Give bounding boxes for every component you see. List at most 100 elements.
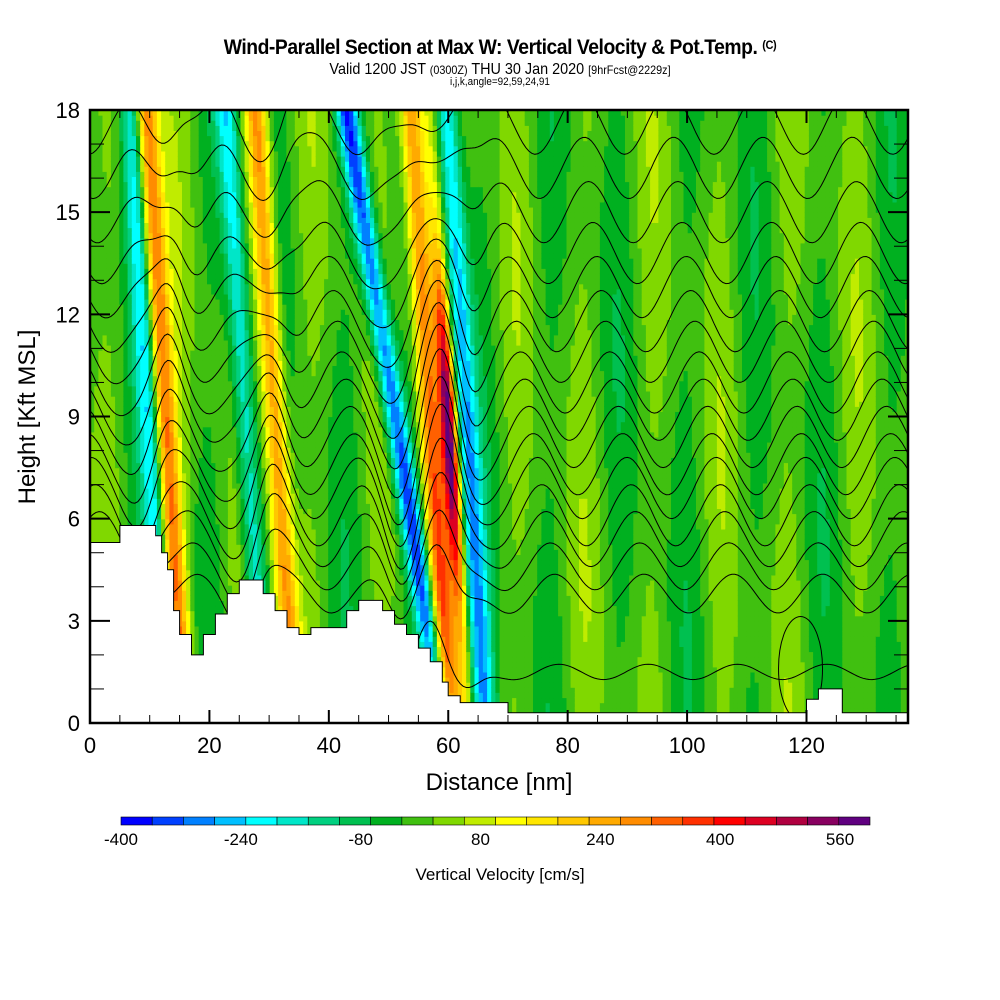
field-cell bbox=[94, 360, 99, 366]
field-cell bbox=[182, 620, 187, 627]
field-cell bbox=[140, 181, 145, 188]
field-cell bbox=[244, 513, 250, 520]
field-cell bbox=[253, 534, 258, 540]
field-cell bbox=[194, 130, 200, 137]
field-cell bbox=[202, 201, 208, 208]
field-cell bbox=[90, 258, 95, 264]
field-cell bbox=[144, 462, 150, 469]
field-cell bbox=[207, 528, 212, 535]
field-cell bbox=[248, 442, 254, 448]
field-cell bbox=[232, 237, 237, 244]
field-cell bbox=[244, 539, 250, 545]
field-cell bbox=[110, 156, 116, 162]
field-cell bbox=[198, 513, 204, 520]
field-cell bbox=[194, 186, 200, 193]
field-cell bbox=[110, 523, 116, 530]
field-cell bbox=[119, 283, 125, 290]
field-cell bbox=[123, 472, 129, 479]
field-cell bbox=[207, 283, 212, 290]
field-cell bbox=[219, 222, 225, 229]
field-cell bbox=[115, 196, 120, 203]
field-cell bbox=[110, 416, 116, 423]
field-cell bbox=[182, 518, 187, 525]
field-cell bbox=[182, 580, 187, 586]
field-cell bbox=[207, 442, 212, 448]
field-cell bbox=[131, 278, 137, 285]
field-cell bbox=[173, 156, 179, 162]
field-cell bbox=[90, 263, 95, 269]
field-cell bbox=[123, 304, 129, 310]
field-cell bbox=[248, 447, 254, 453]
field-cell bbox=[165, 457, 170, 464]
field-cell bbox=[173, 339, 179, 346]
field-cell bbox=[165, 222, 170, 229]
field-cell bbox=[227, 467, 233, 474]
field-cell bbox=[253, 166, 258, 172]
field-cell bbox=[219, 472, 225, 479]
field-cell bbox=[119, 268, 125, 275]
field-cell bbox=[236, 569, 242, 576]
field-cell bbox=[227, 329, 233, 336]
field-cell bbox=[236, 385, 242, 392]
field-cell bbox=[244, 207, 250, 213]
field-cell bbox=[106, 401, 112, 407]
field-cell bbox=[240, 426, 246, 433]
field-cell bbox=[119, 191, 125, 198]
field-cell bbox=[102, 161, 108, 167]
field-cell bbox=[136, 508, 141, 515]
field-cell bbox=[186, 115, 191, 121]
field-cell bbox=[115, 375, 120, 382]
field-cell bbox=[248, 135, 254, 142]
field-cell bbox=[106, 528, 112, 535]
field-cell bbox=[207, 130, 212, 137]
field-cell bbox=[219, 283, 225, 290]
field-cell bbox=[177, 564, 183, 571]
field-cell bbox=[261, 380, 267, 387]
field-cell bbox=[232, 580, 237, 586]
field-cell bbox=[198, 360, 204, 366]
field-cell bbox=[215, 293, 221, 300]
field-cell bbox=[156, 166, 162, 172]
field-cell bbox=[202, 391, 208, 397]
field-cell bbox=[248, 263, 254, 269]
field-cell bbox=[136, 380, 141, 387]
field-cell bbox=[202, 544, 208, 550]
field-cell bbox=[186, 360, 191, 366]
field-cell bbox=[248, 171, 254, 177]
field-cell bbox=[110, 472, 116, 479]
field-cell bbox=[240, 421, 246, 428]
field-cell bbox=[106, 145, 112, 152]
field-cell bbox=[207, 355, 212, 361]
field-cell bbox=[140, 207, 145, 213]
field-cell bbox=[177, 237, 183, 244]
field-cell bbox=[123, 227, 129, 234]
field-cell bbox=[136, 227, 141, 234]
field-cell bbox=[115, 273, 120, 280]
field-cell bbox=[110, 278, 116, 285]
field-cell bbox=[144, 442, 150, 448]
field-cell bbox=[148, 314, 154, 320]
field-cell bbox=[248, 120, 254, 126]
field-cell bbox=[240, 380, 246, 387]
field-cell bbox=[202, 345, 208, 351]
field-cell bbox=[202, 426, 208, 433]
field-cell bbox=[131, 135, 137, 142]
field-cell bbox=[248, 161, 254, 167]
field-cell bbox=[207, 615, 212, 622]
field-cell bbox=[165, 181, 170, 188]
field-cell bbox=[232, 513, 237, 520]
field-cell bbox=[257, 135, 262, 142]
field-cell bbox=[207, 508, 212, 515]
field-cell bbox=[232, 161, 237, 167]
field-cell bbox=[202, 283, 208, 290]
field-cell bbox=[119, 186, 125, 193]
field-cell bbox=[253, 503, 258, 509]
field-cell bbox=[94, 207, 99, 213]
field-cell bbox=[186, 278, 191, 285]
field-cell bbox=[177, 273, 183, 280]
field-cell bbox=[182, 442, 187, 448]
field-cell bbox=[127, 462, 133, 469]
field-cell bbox=[165, 426, 170, 433]
field-cell bbox=[223, 283, 229, 290]
field-cell bbox=[232, 549, 237, 555]
